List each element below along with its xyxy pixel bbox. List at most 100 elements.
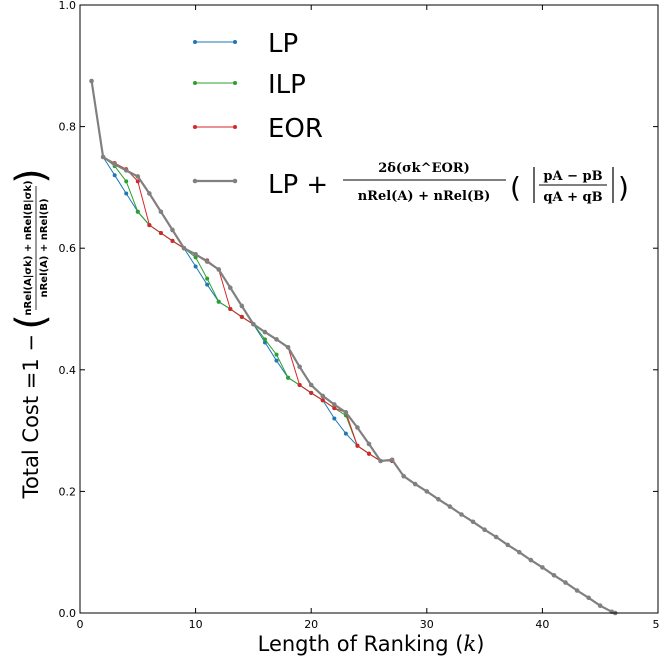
data-point	[112, 161, 117, 167]
data-point	[262, 329, 268, 335]
series-line	[91, 80, 393, 462]
data-point	[227, 285, 233, 291]
y-axis-label-denominator: nRel(A) + nRel(B)	[39, 198, 50, 297]
data-point	[401, 473, 406, 479]
data-point	[135, 174, 141, 179]
data-point	[112, 173, 117, 178]
data-point	[170, 227, 175, 233]
ticks-layer: 0 10 20 30 40 5 0.0 0.2 0.4 0.6 0.8 1.0	[59, 0, 660, 631]
data-point	[135, 209, 140, 214]
legend-label: EOR	[268, 114, 323, 144]
x-tick-label: 40	[535, 618, 549, 631]
data-point	[181, 245, 187, 251]
data-point	[436, 497, 441, 502]
legend: LP ILP EOR	[192, 29, 323, 184]
data-point	[447, 504, 453, 509]
data-point	[574, 588, 580, 593]
data-point	[412, 481, 418, 487]
data-point	[470, 519, 476, 525]
y-axis-label-numerator: nRel(A|σk) + nRel(B|σk)	[23, 180, 34, 315]
legend-formula-paren-right: )	[618, 171, 629, 204]
data-point	[251, 321, 256, 327]
data-point	[124, 191, 129, 196]
data-point	[320, 398, 325, 403]
y-axis-label-text: Total Cost =1 −	[19, 334, 43, 499]
data-point	[332, 416, 337, 421]
data-point	[274, 352, 279, 357]
data-point	[286, 375, 291, 380]
data-point	[170, 238, 175, 243]
data-point	[193, 251, 198, 257]
series-1	[89, 79, 395, 463]
data-point	[297, 364, 302, 370]
x-axis-label-close: )	[476, 632, 484, 656]
series-line	[91, 80, 393, 462]
data-point	[540, 565, 545, 570]
data-point	[274, 358, 279, 363]
y-tick-label: 1.0	[59, 0, 77, 12]
legend-swatch-marker	[193, 40, 197, 44]
legend-swatch-marker	[193, 125, 197, 129]
x-tick-label: 30	[420, 618, 434, 631]
data-point	[285, 345, 291, 350]
data-point	[124, 179, 129, 184]
data-point	[597, 603, 603, 609]
legend-label: ILP	[268, 70, 306, 100]
y-axis-label-paren-right: )	[8, 168, 54, 184]
data-point	[332, 402, 337, 407]
data-point	[193, 264, 198, 269]
data-point	[123, 168, 129, 173]
series-layer	[89, 78, 618, 616]
y-tick-label: 0.6	[59, 242, 77, 255]
data-point	[297, 383, 302, 387]
legend-formula-denominator: nRel(A) + nRel(B)	[358, 189, 491, 204]
data-point	[100, 154, 106, 160]
data-point	[216, 267, 222, 272]
y-tick-label: 0.8	[59, 121, 77, 134]
legend-swatch-marker	[233, 81, 237, 85]
data-point	[355, 425, 360, 430]
x-tick-label: 0	[77, 618, 84, 631]
data-point	[366, 441, 372, 447]
data-point	[308, 382, 314, 388]
series-line	[91, 80, 393, 462]
x-axis-label: Length of Ranking (k)	[258, 632, 485, 656]
data-point	[205, 282, 210, 287]
data-point	[320, 393, 326, 399]
data-point	[135, 179, 140, 184]
y-tick-label: 0.2	[59, 485, 77, 498]
legend-swatch-marker	[233, 40, 237, 44]
data-point	[158, 231, 163, 235]
data-point	[586, 595, 591, 601]
data-point	[332, 406, 337, 411]
data-point	[378, 458, 383, 464]
data-point	[424, 489, 430, 494]
series-line	[90, 80, 616, 615]
series-3	[89, 78, 618, 616]
data-point	[563, 580, 568, 585]
data-point	[343, 410, 349, 415]
legend-swatch-marker	[192, 178, 198, 184]
legend-swatch-marker	[233, 125, 237, 129]
data-point	[147, 191, 152, 196]
x-tick-label: 20	[304, 618, 318, 631]
legend-swatch-marker	[232, 178, 238, 184]
data-point	[343, 431, 348, 436]
legend-formula-abs-numerator: pA − pB	[543, 169, 602, 184]
y-tick-label: 0.0	[59, 607, 77, 620]
data-point	[147, 223, 152, 228]
data-point	[228, 307, 233, 311]
data-point	[239, 303, 245, 309]
data-point	[459, 512, 464, 517]
data-point	[89, 78, 94, 84]
data-point	[505, 542, 511, 548]
x-tick-label: 10	[189, 618, 203, 631]
series-0	[89, 79, 395, 463]
legend-formula-paren-left: (	[510, 171, 521, 204]
data-point	[309, 390, 314, 395]
data-point	[205, 276, 210, 281]
data-point	[389, 457, 395, 463]
data-point	[516, 549, 522, 555]
data-point	[551, 573, 557, 578]
